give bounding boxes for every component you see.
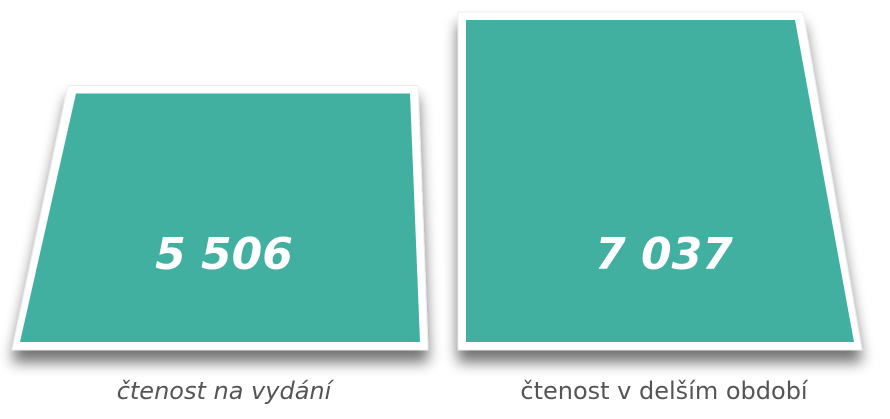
category-label: čtenost na vydání <box>117 377 335 405</box>
value-label: 5 506 <box>155 229 293 280</box>
bar <box>466 20 854 342</box>
value-label: 7 037 <box>595 229 733 280</box>
category-label: čtenost v delším období <box>520 377 809 405</box>
bar <box>20 93 420 342</box>
